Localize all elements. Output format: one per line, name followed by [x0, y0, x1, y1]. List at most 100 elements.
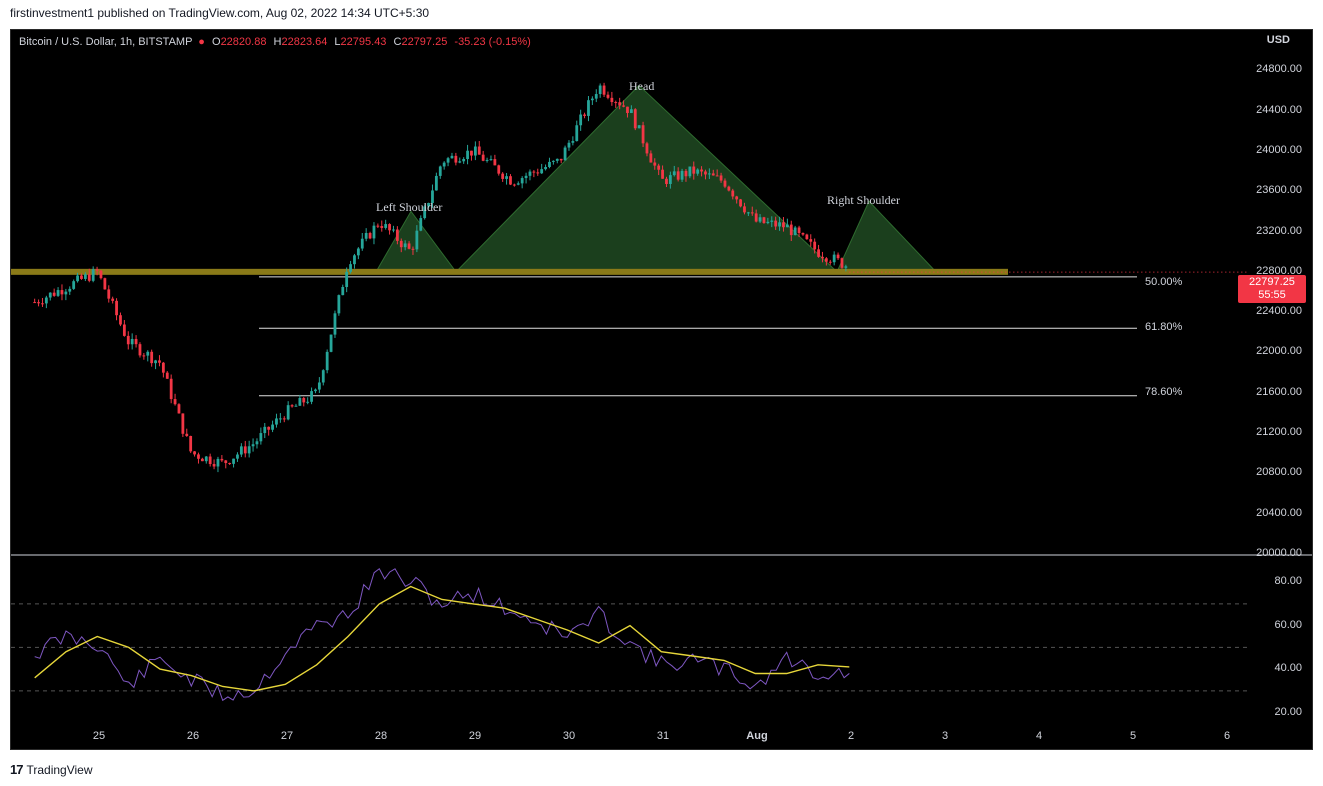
candle[interactable] — [704, 171, 707, 175]
chart-frame[interactable]: Bitcoin / U.S. Dollar, 1h, BITSTAMP ● O2… — [10, 29, 1313, 750]
chart-canvas[interactable] — [11, 30, 1312, 749]
candle[interactable] — [364, 233, 368, 239]
candle[interactable] — [594, 94, 598, 99]
candle[interactable] — [602, 85, 606, 95]
candle[interactable] — [302, 398, 306, 403]
candle[interactable] — [243, 446, 247, 454]
candle[interactable] — [33, 302, 37, 304]
candle[interactable] — [150, 351, 154, 364]
candle[interactable] — [789, 224, 793, 236]
candle[interactable] — [758, 217, 762, 222]
candle[interactable] — [271, 424, 274, 430]
candle[interactable] — [715, 175, 719, 177]
candle[interactable] — [813, 241, 817, 250]
candle[interactable] — [485, 159, 489, 161]
candle[interactable] — [774, 220, 778, 227]
candle[interactable] — [551, 160, 555, 162]
candle[interactable] — [692, 166, 696, 174]
candle[interactable] — [477, 146, 481, 155]
candle[interactable] — [415, 230, 419, 250]
candle[interactable] — [536, 172, 540, 174]
candle[interactable] — [731, 190, 735, 197]
candle[interactable] — [395, 229, 399, 241]
currency-label[interactable]: USD — [1266, 34, 1290, 46]
candle[interactable] — [700, 169, 703, 172]
candle[interactable] — [754, 213, 758, 222]
candle[interactable] — [622, 105, 625, 107]
candle[interactable] — [60, 290, 64, 295]
candle[interactable] — [598, 85, 602, 95]
candle[interactable] — [466, 150, 469, 160]
candle[interactable] — [684, 170, 688, 177]
candle[interactable] — [579, 114, 583, 126]
candle[interactable] — [629, 109, 633, 114]
candle[interactable] — [653, 162, 657, 166]
candle[interactable] — [103, 278, 107, 290]
candle[interactable] — [431, 190, 434, 203]
candle[interactable] — [282, 418, 286, 420]
candle[interactable] — [177, 404, 181, 414]
candle[interactable] — [197, 454, 200, 459]
candle[interactable] — [442, 162, 446, 167]
candle[interactable] — [372, 225, 376, 239]
candle[interactable] — [392, 229, 395, 231]
candle[interactable] — [99, 270, 103, 279]
candle[interactable] — [314, 389, 317, 392]
candle[interactable] — [376, 225, 380, 227]
candle[interactable] — [411, 248, 415, 250]
candle[interactable] — [665, 178, 668, 184]
candle[interactable] — [48, 292, 52, 298]
candle[interactable] — [680, 170, 684, 180]
candle[interactable] — [817, 249, 820, 257]
candle[interactable] — [555, 158, 559, 161]
candle[interactable] — [44, 297, 48, 304]
candle[interactable] — [388, 224, 391, 231]
candle[interactable] — [173, 399, 177, 405]
candle[interactable] — [836, 254, 840, 259]
candle[interactable] — [610, 97, 614, 103]
candle[interactable] — [263, 426, 267, 434]
candle[interactable] — [509, 176, 512, 185]
candle[interactable] — [805, 234, 809, 240]
candle[interactable] — [793, 227, 797, 236]
candle[interactable] — [333, 313, 337, 335]
candle[interactable] — [37, 302, 40, 304]
right-shoulder-shape[interactable] — [836, 200, 938, 273]
candle[interactable] — [228, 463, 232, 465]
candle[interactable] — [56, 290, 60, 296]
candle[interactable] — [158, 360, 161, 363]
candle[interactable] — [41, 303, 44, 305]
candle[interactable] — [208, 456, 212, 465]
candle[interactable] — [64, 291, 68, 295]
candle[interactable] — [290, 405, 294, 407]
candle[interactable] — [341, 286, 345, 296]
candle[interactable] — [454, 155, 458, 163]
candle[interactable] — [746, 212, 750, 214]
candle[interactable] — [809, 239, 813, 242]
candle[interactable] — [337, 295, 341, 314]
candle[interactable] — [216, 458, 220, 467]
candle[interactable] — [185, 433, 189, 437]
candle[interactable] — [668, 175, 672, 184]
candle[interactable] — [134, 338, 138, 345]
candle[interactable] — [181, 413, 185, 434]
candle[interactable] — [797, 227, 801, 234]
candle[interactable] — [645, 143, 649, 154]
candle[interactable] — [91, 269, 95, 281]
candle[interactable] — [505, 176, 508, 179]
candle[interactable] — [119, 315, 122, 325]
candle[interactable] — [528, 171, 532, 176]
candle[interactable] — [462, 159, 466, 162]
candle[interactable] — [275, 418, 278, 425]
candle[interactable] — [52, 292, 56, 296]
candle[interactable] — [169, 378, 173, 400]
candle[interactable] — [212, 464, 216, 467]
candle[interactable] — [107, 289, 111, 299]
candle[interactable] — [688, 166, 692, 177]
candle[interactable] — [540, 169, 544, 174]
candle[interactable] — [130, 338, 134, 345]
candle[interactable] — [583, 114, 586, 116]
candle[interactable] — [345, 271, 349, 287]
candle[interactable] — [399, 240, 403, 248]
candle[interactable] — [247, 446, 251, 454]
